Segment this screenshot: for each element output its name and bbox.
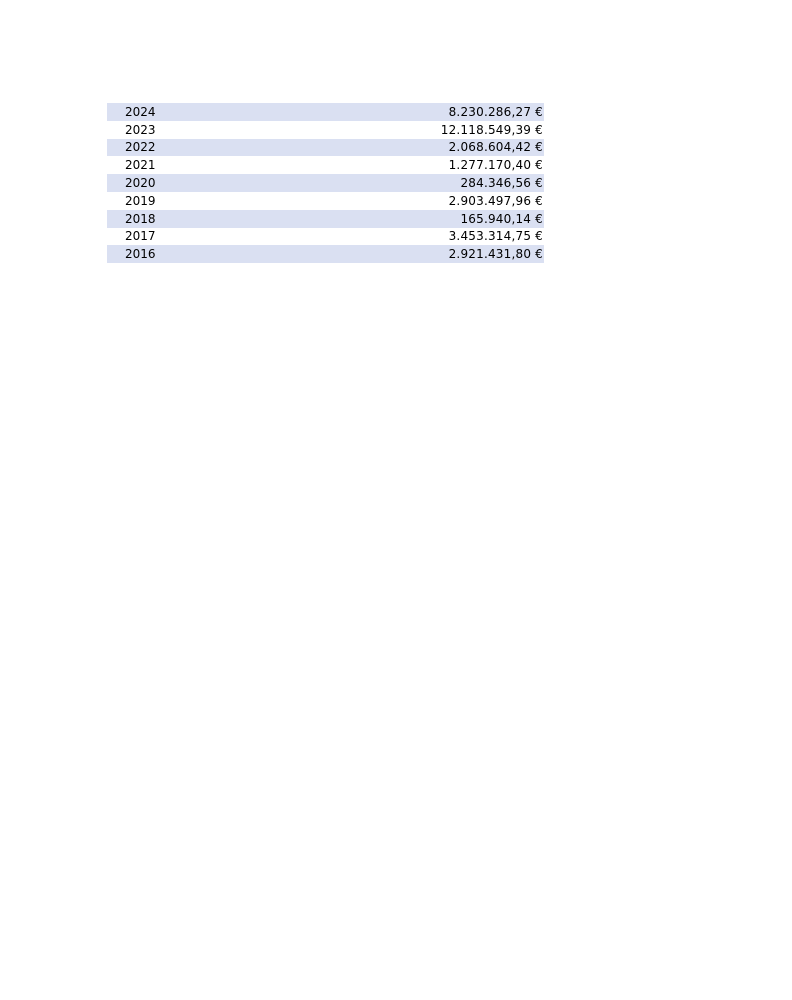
- amount-cell: 2.903.497,96 €: [448, 193, 543, 208]
- year-cell: 2023: [125, 122, 156, 137]
- amount-cell: 284.346,56 €: [460, 176, 543, 191]
- table-row: 2016 2.921.431,80 €: [107, 245, 544, 264]
- table-row: 2017 3.453.314,75 €: [107, 228, 544, 246]
- amount-cell: 12.118.549,39 €: [440, 122, 543, 137]
- amount-cell: 8.230.286,27 €: [448, 104, 543, 119]
- year-cell: 2018: [125, 211, 156, 226]
- table-row: 2021 1.277.170,40 €: [107, 156, 544, 174]
- amounts-by-year-table: 2024 8.230.286,27 €2023 12.118.549,39 €202…: [107, 103, 544, 264]
- table-row: 2019 2.903.497,96 €: [107, 192, 544, 210]
- amount-cell: 165.940,14 €: [460, 211, 543, 226]
- year-cell: 2024: [125, 104, 156, 119]
- table-row: 2020 284.346,56 €: [107, 174, 544, 192]
- amount-cell: 2.921.431,80 €: [448, 247, 543, 262]
- table-row: 2023 12.118.549,39 €: [107, 121, 544, 139]
- year-cell: 2021: [125, 158, 156, 173]
- amount-cell: 2.068.604,42 €: [448, 140, 543, 155]
- year-cell: 2020: [125, 176, 156, 191]
- table-row: 2018 165.940,14 €: [107, 209, 544, 228]
- year-cell: 2019: [125, 193, 156, 208]
- table-row: 2024 8.230.286,27 €: [107, 103, 544, 121]
- year-cell: 2016: [125, 247, 156, 262]
- amount-cell: 3.453.314,75 €: [448, 229, 543, 244]
- amount-cell: 1.277.170,40 €: [448, 158, 543, 173]
- table-row: 2022 2.068.604,42 €: [107, 138, 544, 157]
- year-cell: 2017: [125, 229, 156, 244]
- year-cell: 2022: [125, 140, 156, 155]
